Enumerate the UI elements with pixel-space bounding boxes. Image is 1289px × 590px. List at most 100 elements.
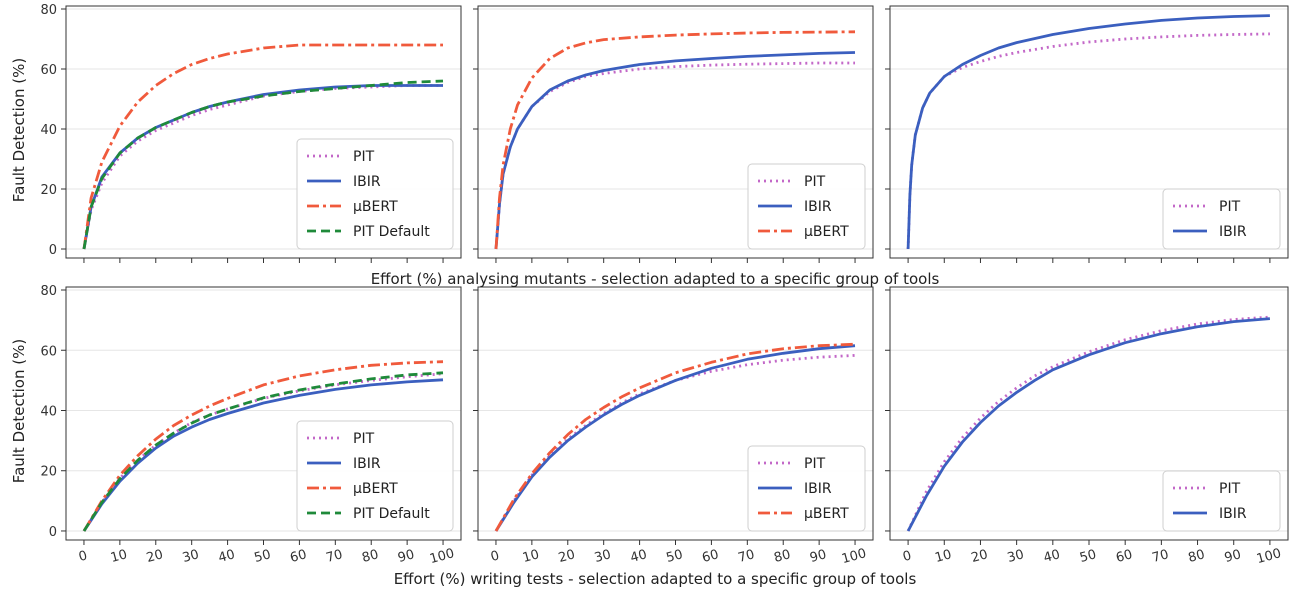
legend-label: PIT (1219, 481, 1241, 497)
panel-0-1: PIT IBIR µBERT (473, 5, 874, 263)
legend-box (747, 163, 866, 250)
plot-frame (889, 286, 1289, 541)
legend-label: PIT Default (353, 224, 430, 240)
x-tick-label: 0 (77, 548, 89, 565)
y-tick-label: 0 (49, 525, 57, 540)
x-tick-label: 0 (901, 548, 913, 565)
panel-1-1: 0 10 20 30 40 50 60 70 80 90 100 PIT IBIR µBERT (473, 286, 874, 567)
series-line--bert (82, 43, 443, 250)
legend-box (296, 138, 454, 250)
x-tick-label: 50 (253, 547, 273, 566)
x-tick-label: 40 (217, 547, 237, 566)
x-tick-label: 100 (840, 546, 868, 567)
legend-label: IBIR (1219, 224, 1247, 240)
legend-label: PIT (1219, 199, 1241, 215)
y-tick-label: 40 (40, 404, 57, 419)
panel-1-2: 0 10 20 30 40 50 60 70 80 90 100 PIT IBIR (885, 286, 1289, 567)
legend-label: µBERT (804, 224, 849, 240)
series-line-ibir (494, 344, 856, 532)
x-tick-label: 20 (557, 547, 577, 566)
y-tick-label: 80 (40, 284, 57, 299)
legend-box (747, 445, 866, 532)
x-tick-label: 60 (701, 547, 721, 566)
x-tick-label: 70 (736, 547, 756, 566)
y-tick-label: 20 (40, 465, 57, 480)
legend-label: µBERT (353, 481, 398, 497)
legend-label: PIT (804, 456, 826, 472)
legend: PIT IBIR (1162, 188, 1281, 250)
x-tick-label: 90 (396, 547, 416, 566)
legend-box (1162, 188, 1281, 250)
y-axis-label-top: Fault Detection (%) (10, 58, 28, 202)
plot-frame (477, 5, 874, 259)
x-tick-label: 70 (1151, 547, 1171, 566)
x-tick-label: 60 (289, 547, 309, 566)
plot-frame (889, 5, 1289, 259)
x-tick-label: 80 (772, 547, 792, 566)
plot-frame (65, 286, 462, 541)
y-tick-label: 40 (40, 123, 57, 138)
series-line-ibir (906, 317, 1271, 532)
x-tick-label: 90 (1223, 547, 1243, 566)
legend: PIT IBIR µBERT (747, 163, 866, 250)
x-tick-label: 60 (1114, 547, 1134, 566)
panel-0-0: 0 20 40 60 80 PIT IBIR µBERT PIT Default (40, 3, 462, 263)
x-tick-label: 50 (1078, 547, 1098, 566)
legend-box (1162, 470, 1281, 532)
x-tick-label: 30 (181, 547, 201, 566)
legend-box (296, 420, 454, 532)
x-axis-label-bottom: Effort (%) writing tests - selection ada… (394, 570, 917, 588)
series-line-pit-default (82, 371, 444, 532)
y-axis-label-bottom: Fault Detection (%) (10, 339, 28, 483)
x-tick-label: 70 (324, 547, 344, 566)
legend: PIT IBIR (1162, 470, 1281, 532)
x-tick-label: 20 (145, 547, 165, 566)
x-tick-label: 10 (933, 547, 953, 566)
x-tick-label: 80 (1187, 547, 1207, 566)
x-tick-label: 10 (109, 547, 129, 566)
x-tick-label: 90 (808, 547, 828, 566)
y-tick-label: 80 (40, 3, 57, 18)
x-tick-label: 40 (1042, 547, 1062, 566)
legend-label: IBIR (353, 174, 381, 190)
legend-label: PIT (804, 174, 826, 190)
panel-1-0: 0 20 40 60 80 0 10 20 30 40 50 60 70 80 90 100 PIT IBIR µB… (40, 284, 462, 567)
x-tick-label: 40 (629, 547, 649, 566)
x-tick-label: 10 (521, 547, 541, 566)
legend-label: PIT (353, 431, 375, 447)
series-line-ibir (906, 14, 1270, 250)
x-tick-label: 0 (489, 548, 501, 565)
y-tick-label: 60 (40, 63, 57, 78)
x-tick-label: 30 (593, 547, 613, 566)
legend-label: IBIR (353, 456, 381, 472)
series-line--bert (82, 360, 444, 532)
legend-label: PIT Default (353, 506, 430, 522)
legend: PIT IBIR µBERT (747, 445, 866, 532)
y-tick-label: 0 (49, 243, 57, 258)
series-line--bert (494, 30, 856, 250)
y-tick-label: 20 (40, 183, 57, 198)
series-line-pit-default (82, 79, 444, 250)
legend-label: IBIR (1219, 506, 1247, 522)
legend-label: PIT (353, 149, 375, 165)
x-tick-label: 80 (360, 547, 380, 566)
legend-label: IBIR (804, 481, 832, 497)
x-tick-label: 50 (665, 547, 685, 566)
legend-label: µBERT (353, 199, 398, 215)
x-tick-label: 100 (1255, 546, 1283, 567)
x-axis-label-top: Effort (%) analysing mutants - selection… (371, 270, 940, 288)
series-line-ibir (494, 51, 856, 250)
legend-label: µBERT (804, 506, 849, 522)
x-tick-label: 20 (970, 547, 990, 566)
plot-frame (477, 286, 874, 541)
plot-frame (65, 5, 462, 259)
series-line-pit (494, 61, 855, 250)
series-line--bert (494, 342, 856, 532)
x-tick-label: 30 (1006, 547, 1026, 566)
legend: PIT IBIR µBERT PIT Default (296, 138, 454, 250)
panel-0-2: PIT IBIR (885, 5, 1289, 263)
x-tick-label: 100 (428, 546, 456, 567)
legend-label: IBIR (804, 199, 832, 215)
y-tick-label: 60 (40, 344, 57, 359)
